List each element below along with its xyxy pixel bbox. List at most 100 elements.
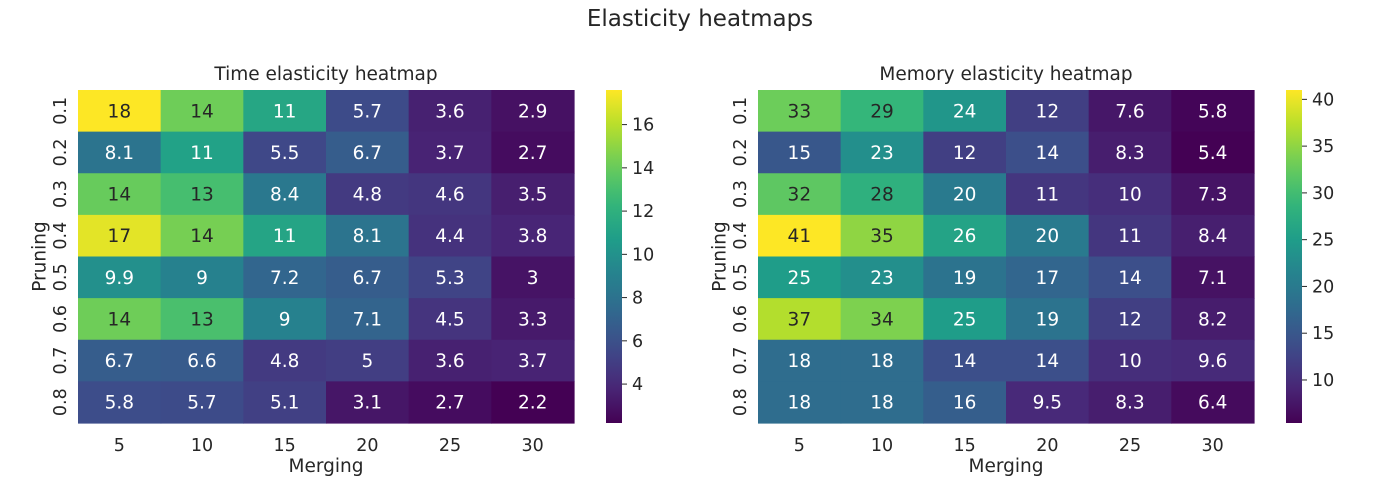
time-cell-r5-c2 <box>243 298 327 341</box>
memory-cell-label: 9.6 <box>1198 351 1227 372</box>
time-cell-r7-c3 <box>326 381 410 424</box>
memory-y-tick-label: 0.2 <box>731 139 751 167</box>
memory-cell-label: 20 <box>1036 226 1060 247</box>
memory-cell-r4-c1 <box>840 256 924 299</box>
memory-cell-label: 24 <box>953 101 977 122</box>
memory-cell-label: 10 <box>1118 351 1142 372</box>
memory-cell-label: 15 <box>788 143 812 164</box>
time-cell-r5-c1 <box>160 298 244 341</box>
time-cell-r0-c2 <box>243 90 327 133</box>
time-cell-r2-c5 <box>491 173 575 216</box>
memory-cell-r4-c5 <box>1171 256 1255 299</box>
memory-cell-label: 7.6 <box>1115 101 1144 122</box>
time-cell-label: 5.1 <box>270 393 299 414</box>
time-x-tick-label: 20 <box>356 436 378 456</box>
time-cell-r7-c2 <box>243 381 327 424</box>
memory-cell-r4-c3 <box>1006 256 1090 299</box>
time-x-tick-label: 5 <box>114 436 125 456</box>
time-cell-r7-c1 <box>160 381 244 424</box>
memory-cell-r2-c0 <box>758 173 842 216</box>
time-cell-label: 4.8 <box>270 351 299 372</box>
time-cell-r3-c4 <box>408 214 492 258</box>
memory-cell-label: 9.5 <box>1033 393 1062 414</box>
memory-cell-label: 19 <box>953 268 977 289</box>
memory-cell-r5-c4 <box>1088 298 1172 341</box>
memory-cell-label: 34 <box>870 309 894 330</box>
memory-cell-r7-c1 <box>840 381 924 424</box>
time-cell-label: 3.6 <box>435 351 464 372</box>
time-cell-r7-c4 <box>408 381 492 424</box>
memory-x-tick-label: 5 <box>794 436 805 456</box>
memory-colorbar-tick-label: 40 <box>1312 90 1334 110</box>
memory-cell-label: 18 <box>788 393 812 414</box>
time-cell-label: 14 <box>190 226 214 247</box>
memory-cell-r6-c0 <box>758 339 842 382</box>
time-colorbar-tick-label: 12 <box>632 202 654 222</box>
memory-x-tick-label: 10 <box>871 436 893 456</box>
time-cell-label: 13 <box>190 185 214 206</box>
memory-cell-r1-c4 <box>1088 131 1172 174</box>
time-cell-label: 6.6 <box>187 351 216 372</box>
memory-cell-r5-c3 <box>1006 298 1090 341</box>
time-cell-r2-c3 <box>326 173 410 216</box>
memory-cell-label: 35 <box>870 226 894 247</box>
time-cell-label: 5.7 <box>353 101 382 122</box>
memory-y-tick-label: 0.8 <box>731 388 751 416</box>
memory-cell-r0-c3 <box>1006 90 1090 133</box>
time-cell-r4-c4 <box>408 256 492 299</box>
memory-colorbar-tick-label: 15 <box>1312 324 1334 344</box>
memory-heatmap-xlabel: Merging <box>968 456 1044 477</box>
memory-cell-label: 28 <box>870 185 894 206</box>
memory-cell-label: 18 <box>870 351 894 372</box>
memory-cell-r1-c5 <box>1171 131 1255 174</box>
time-cell-label: 14 <box>108 309 132 330</box>
time-cell-label: 3.3 <box>518 309 547 330</box>
memory-cell-label: 23 <box>870 268 894 289</box>
time-cell-r6-c2 <box>243 339 327 382</box>
memory-cell-r5-c2 <box>923 298 1007 341</box>
time-heatmap-title: Time elasticity heatmap <box>214 64 438 85</box>
memory-y-tick-label: 0.4 <box>731 222 751 250</box>
memory-cell-r7-c4 <box>1088 381 1172 424</box>
memory-colorbar <box>1286 90 1302 423</box>
time-cell-label: 17 <box>108 226 132 247</box>
time-cell-label: 7.2 <box>270 268 299 289</box>
memory-cell-label: 17 <box>1036 268 1060 289</box>
memory-cell-label: 8.3 <box>1115 393 1144 414</box>
memory-cell-label: 12 <box>1036 101 1060 122</box>
memory-cell-r0-c0 <box>758 90 842 133</box>
time-cell-r5-c3 <box>326 298 410 341</box>
time-cell-label: 3.1 <box>353 393 382 414</box>
memory-colorbar-tick-label: 35 <box>1312 137 1334 157</box>
memory-cell-label: 14 <box>953 351 977 372</box>
memory-cell-label: 10 <box>1118 185 1142 206</box>
memory-cell-label: 5.4 <box>1198 143 1227 164</box>
memory-x-tick-label: 15 <box>954 436 976 456</box>
memory-cell-r3-c3 <box>1006 214 1090 258</box>
time-cell-r4-c0 <box>78 256 162 299</box>
time-cell-label: 18 <box>108 101 132 122</box>
time-cell-r6-c1 <box>160 339 244 382</box>
time-cell-r0-c4 <box>408 90 492 133</box>
memory-x-tick-label: 30 <box>1202 436 1224 456</box>
time-cell-label: 9.9 <box>105 268 134 289</box>
time-cell-label: 14 <box>108 185 132 206</box>
time-y-tick-label: 0.2 <box>51 139 71 167</box>
time-y-tick-label: 0.7 <box>51 347 71 375</box>
memory-cell-label: 12 <box>1118 309 1142 330</box>
time-cell-label: 5.5 <box>270 143 299 164</box>
time-cell-r3-c3 <box>326 214 410 258</box>
memory-cell-label: 25 <box>788 268 812 289</box>
time-cell-label: 6.7 <box>353 143 382 164</box>
time-cell-r2-c0 <box>78 173 162 216</box>
memory-cell-label: 11 <box>1036 185 1060 206</box>
time-cell-r0-c0 <box>78 90 162 133</box>
time-cell-label: 8.1 <box>353 226 382 247</box>
time-cell-r4-c3 <box>326 256 410 299</box>
time-cell-label: 14 <box>190 101 214 122</box>
memory-cell-r2-c5 <box>1171 173 1255 216</box>
memory-y-tick-label: 0.1 <box>731 97 751 125</box>
time-cell-label: 6.7 <box>353 268 382 289</box>
time-cell-r6-c5 <box>491 339 575 382</box>
memory-cell-r6-c4 <box>1088 339 1172 382</box>
